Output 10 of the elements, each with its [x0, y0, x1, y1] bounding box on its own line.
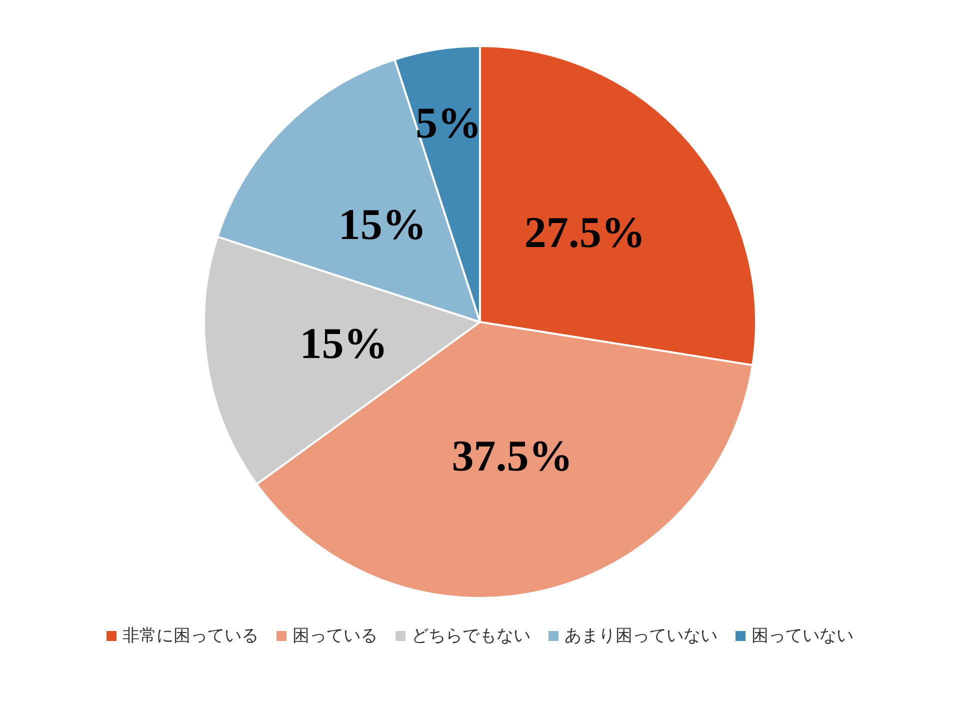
- data-label: 15%: [338, 200, 426, 249]
- data-label: 5%: [415, 98, 482, 148]
- data-label: 15%: [300, 319, 388, 368]
- legend-label: あまり困っていない: [564, 626, 718, 646]
- legend-label: 困っていない: [752, 626, 854, 646]
- data-label: 27.5%: [524, 208, 646, 257]
- legend-label: 非常に困っている: [122, 626, 258, 646]
- legend-label: 困っている: [292, 626, 378, 646]
- legend-label: どちらでもない: [412, 626, 530, 646]
- data-label: 37.5%: [452, 432, 573, 481]
